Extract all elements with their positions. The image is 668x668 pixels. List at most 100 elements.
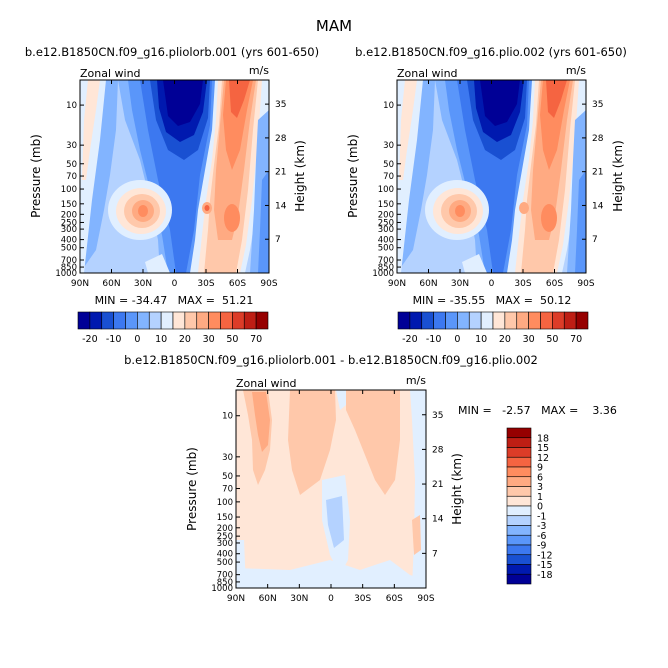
colorbar-swatch — [506, 505, 532, 517]
panel-1: b.e12.B1850CN.f09_g16.pliolorb.001 (yrs … — [25, 45, 319, 345]
colorbar-label: -20 — [82, 334, 98, 345]
colorbar-label: 3 — [537, 482, 543, 493]
colorbar-swatch — [232, 311, 245, 330]
y2-tick-label: 14 — [275, 201, 287, 211]
colorbar-swatch — [563, 311, 577, 330]
colorbar-swatch — [457, 311, 470, 330]
colorbar-swatch — [506, 476, 532, 487]
colorbar-label: 9 — [537, 463, 543, 474]
colorbar-swatch — [421, 311, 434, 330]
colorbar-label: 50 — [226, 334, 238, 345]
colorbar-swatch — [125, 311, 138, 330]
x-tick-label: 90N — [227, 594, 245, 604]
colorbar-swatch — [506, 564, 532, 575]
y-tick-label: 300 — [378, 225, 394, 235]
colorbar-swatch — [506, 456, 532, 468]
x-tick-label: 30N — [451, 279, 469, 289]
colorbar-label: -12 — [537, 550, 553, 561]
y2-tick-label: 7 — [432, 549, 438, 559]
panel-2-colorbar: -20 -10 0 10 20 30 50 70 — [397, 311, 589, 345]
colorbar-swatch — [397, 311, 411, 330]
colorbar-swatch — [540, 311, 553, 330]
y-tick-label: 1000 — [372, 269, 394, 279]
x-tick-label: 90S — [417, 594, 434, 604]
colorbar-swatch — [480, 311, 494, 330]
colorbar-swatch — [506, 495, 532, 507]
y-tick-label: 70 — [222, 485, 233, 495]
y2-tick-label: 21 — [275, 168, 286, 178]
y-tick-label: 850 — [378, 263, 394, 273]
colorbar-swatch — [506, 554, 532, 565]
x-tick-label: 60N — [102, 279, 120, 289]
colorbar-swatch — [184, 311, 198, 330]
colorbar-label: 1 — [537, 492, 543, 503]
colorbar-swatch — [409, 311, 423, 330]
x-tick-label: 30S — [514, 279, 531, 289]
panel-3-variable-label: Zonal wind — [236, 377, 297, 390]
panel-3-contour-field — [236, 390, 426, 588]
colorbar-swatch — [77, 311, 91, 330]
y2-tick-label: 7 — [592, 235, 598, 245]
y-tick-label: 70 — [66, 172, 77, 182]
colorbar-label: 70 — [570, 334, 582, 345]
colorbar-label: -9 — [537, 541, 546, 552]
colorbar-swatch — [506, 466, 532, 478]
y-tick-label: 850 — [217, 578, 233, 588]
y-tick-label: 200 — [61, 210, 77, 220]
y-tick-label: 300 — [217, 539, 233, 549]
colorbar-label: 0 — [454, 334, 460, 345]
colorbar-swatch — [172, 311, 186, 330]
colorbar-swatch — [445, 311, 458, 330]
panel-3-title: b.e12.B1850CN.f09_g16.pliolorb.001 - b.e… — [124, 353, 538, 367]
y2-tick-label: 7 — [275, 235, 281, 245]
y-tick-label: 10 — [222, 412, 233, 422]
y-tick-label: 100 — [217, 498, 233, 508]
panel-2-stats: MIN = -35.55 MAX = 50.12 — [413, 294, 572, 307]
panel-2-units-label: m/s — [566, 64, 586, 77]
colorbar-label: 30 — [203, 334, 215, 345]
colorbar-label: -10 — [426, 334, 442, 345]
colorbar-swatch — [506, 525, 532, 536]
colorbar-swatch — [208, 311, 221, 330]
colorbar-swatch — [506, 534, 532, 546]
y-tick-label: 200 — [217, 524, 233, 534]
panel-1-y2-axis: 35 28 21 14 7 — [265, 100, 287, 245]
x-tick-label: 90N — [388, 279, 406, 289]
panel-2-title: b.e12.B1850CN.f09_g16.plio.002 (yrs 601-… — [355, 45, 627, 59]
colorbar-swatch — [89, 311, 103, 330]
colorbar-swatch — [552, 311, 565, 330]
y-tick-label: 700 — [217, 571, 233, 581]
y-tick-label: 10 — [66, 101, 77, 111]
y-tick-label: 850 — [61, 263, 77, 273]
panel-2-x-axis: 90N 60N 30N 0 30S 60S 90S — [388, 80, 595, 289]
x-tick-label: 60S — [229, 279, 246, 289]
y-tick-label: 30 — [383, 141, 394, 151]
y-tick-label: 1000 — [211, 584, 233, 594]
panel-1-colorbar: -20 -10 0 10 20 30 50 70 — [77, 311, 269, 345]
panel-3-stats: MIN = -2.57 MAX = 3.36 — [458, 404, 617, 417]
colorbar-label: 12 — [537, 453, 549, 464]
x-tick-label: 0 — [172, 279, 178, 289]
x-tick-label: 60N — [419, 279, 437, 289]
y-tick-label: 150 — [378, 200, 394, 210]
y2-tick-label: 35 — [275, 100, 286, 110]
y-tick-label: 300 — [61, 225, 77, 235]
colorbar-swatch — [101, 311, 114, 330]
y-tick-label: 250 — [61, 218, 77, 228]
colorbar-label: 20 — [499, 334, 511, 345]
colorbar-swatch — [506, 447, 532, 458]
y-tick-label: 150 — [61, 200, 77, 210]
colorbar-swatch — [220, 311, 233, 330]
y-tick-label: 100 — [61, 185, 77, 195]
y-tick-label: 50 — [222, 472, 233, 482]
colorbar-swatch — [575, 311, 589, 330]
colorbar-label: -3 — [537, 521, 546, 532]
colorbar-swatch — [506, 437, 532, 448]
y-tick-label: 500 — [378, 244, 394, 254]
y2-tick-label: 28 — [432, 445, 444, 455]
colorbar-label: 30 — [523, 334, 535, 345]
colorbar-swatch — [504, 311, 518, 330]
